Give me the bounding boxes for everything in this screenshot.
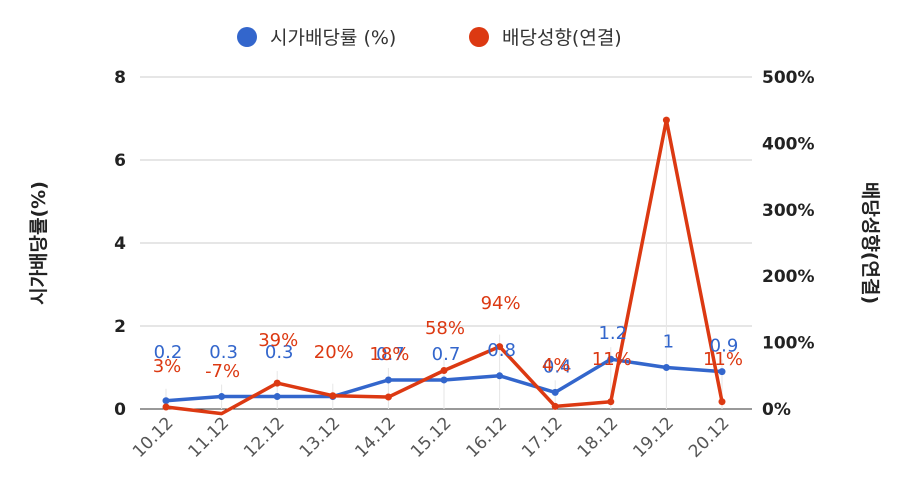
x-tick-label: 13.12 (296, 413, 345, 462)
payout-ratio-label: 4% (542, 355, 571, 376)
x-tick-label: 10.12 (129, 413, 178, 462)
gridlines (140, 76, 752, 410)
payout-ratio-point (718, 398, 726, 406)
x-tick-label: 18.12 (574, 413, 623, 462)
right-tick-label: 500% (762, 68, 815, 88)
payout-ratio-label: -7% (205, 361, 240, 382)
payout-ratio-point (551, 402, 559, 410)
legend-marker-payout-ratio (469, 27, 489, 47)
payout-ratio-label: 39% (258, 330, 298, 351)
dividend-yield-label: 0.9 (710, 336, 739, 357)
payout-ratio-point (440, 366, 448, 374)
right-tick-label: 400% (762, 134, 815, 154)
left-tick-label: 4 (114, 234, 126, 254)
dividend-yield-point (551, 388, 559, 396)
dividend-yield-label: 1.2 (598, 323, 627, 344)
left-tick-label: 6 (114, 151, 126, 171)
x-tick-label: 15.12 (407, 413, 456, 462)
dividend-yield-label: 0.3 (209, 342, 238, 363)
payout-ratio-point (273, 379, 281, 387)
dividend-yield-label: 0.2 (154, 342, 183, 363)
dividend-yield-label: 0.3 (265, 342, 294, 363)
x-tick-label: 11.12 (185, 413, 234, 462)
payout-ratio-label: 11% (592, 349, 632, 370)
legend-label-payout-ratio: 배당성향(연결) (502, 27, 622, 49)
dividend-yield-point (218, 393, 226, 401)
dividend-yield-point (384, 376, 392, 384)
dividend-yield-label: 0.7 (432, 344, 461, 365)
right-axis-title: 배당성향(연결) (859, 182, 881, 304)
payout-ratio-label: 58% (425, 318, 465, 339)
dividend-yield-point (496, 372, 504, 380)
payout-ratio-point (329, 392, 337, 400)
x-tick-label: 14.12 (351, 413, 400, 462)
x-tick-label: 12.12 (240, 413, 289, 462)
right-tick-label: 200% (762, 267, 815, 287)
right-tick-label: 300% (762, 201, 815, 221)
right-axis-ticks: 0% 100% 200% 300% 400% 500% (762, 68, 815, 420)
payout-ratio-point (607, 398, 615, 406)
right-tick-label: 100% (762, 334, 815, 354)
payout-ratio-point (162, 403, 170, 411)
dividend-yield-point (718, 368, 726, 376)
dividend-yield-point (440, 376, 448, 384)
data-labels: 0.2 0.3 0.3 0.7 0.7 0.8 0.4 1.2 1 0.9 3% -7% 39% 20% 1… (153, 293, 743, 382)
dividend-yield-label: 0.4 (543, 356, 572, 377)
dividend-yield-point (662, 364, 670, 371)
dividend-yield-point (162, 397, 170, 405)
legend: 시가배당률 (%) 배당성향(연결) (237, 27, 622, 49)
dividend-yield-point (273, 393, 281, 401)
left-axis-ticks: 0 2 4 6 8 (114, 68, 126, 420)
series-payout-ratio (162, 116, 726, 416)
legend-marker-dividend-yield (237, 27, 257, 47)
x-tick-label: 16.12 (463, 413, 512, 462)
payout-ratio-point (496, 343, 504, 351)
x-tick-label: 17.12 (518, 413, 567, 462)
dividend-yield-label: 0.8 (487, 340, 516, 361)
x-tick-label: 20.12 (685, 413, 734, 462)
right-tick-label: 0% (762, 400, 791, 420)
payout-ratio-label: 18% (369, 344, 409, 365)
left-tick-label: 2 (114, 317, 126, 337)
dividend-yield-label: 1 (663, 332, 674, 353)
left-axis-title: 시가배당률(%) (28, 181, 50, 305)
dividend-yield-label: 0.7 (376, 344, 405, 365)
payout-ratio-label: 11% (703, 349, 743, 370)
payout-ratio-point (384, 393, 392, 401)
dividend-yield-point (607, 355, 615, 363)
payout-ratio-label: 94% (481, 293, 521, 314)
x-axis-ticks: 10.12 11.12 12.12 13.12 14.12 15.12 16.12 17.12… (129, 413, 734, 462)
payout-ratio-label: 20% (314, 342, 354, 363)
payout-ratio-point (662, 116, 670, 124)
left-tick-label: 0 (114, 400, 126, 420)
legend-label-dividend-yield: 시가배당률 (%) (270, 27, 396, 49)
payout-ratio-label: 3% (153, 356, 182, 377)
x-tick-label: 19.12 (629, 413, 678, 462)
left-tick-label: 8 (114, 68, 126, 88)
